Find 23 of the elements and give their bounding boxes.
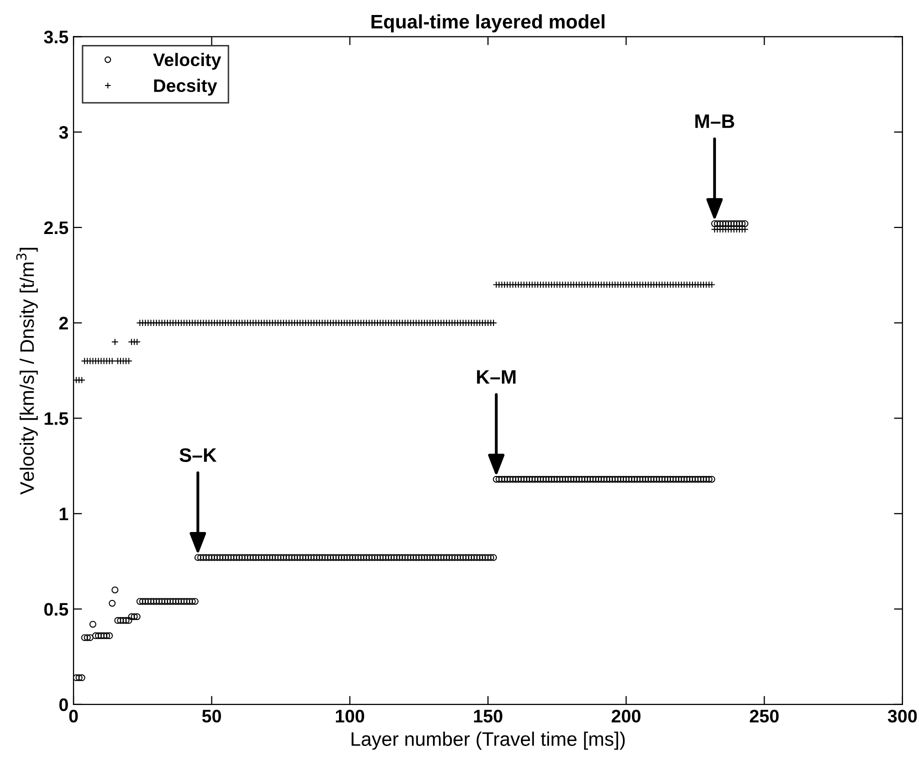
annotation: K–M (477, 370, 516, 384)
x-tick-label: 300 (888, 710, 917, 723)
y-tick-label: 2 (59, 316, 68, 330)
x-axis-title: Layer number (Travel time [ms]) (352, 732, 625, 750)
y-axis-title: Velocity [km/s] / Dnsity [t/m$^{3}$] (16, 248, 38, 495)
y-tick-label: 0 (59, 698, 68, 712)
x-tick-label: 50 (202, 710, 221, 723)
y-tick-label: 3.5 (44, 30, 68, 44)
annotation: S–K (180, 448, 217, 462)
y-tick-label: 1.5 (44, 412, 68, 425)
y-tick-label: 3 (59, 126, 68, 139)
legend-label: Velocity (153, 52, 222, 70)
x-tick-label: 250 (750, 710, 779, 723)
chart-title: Equal-time layered model (372, 14, 604, 32)
text: Decsity (154, 78, 218, 96)
x-tick-label: 0 (69, 710, 78, 723)
x-tick-label: 200 (612, 710, 640, 723)
y-tick-label: 0.5 (44, 602, 68, 616)
y-tick-label: 2.5 (44, 221, 68, 234)
annotation: M–B (695, 114, 734, 128)
x-tick-label: 100 (336, 710, 364, 723)
x-tick-label: 150 (474, 710, 502, 723)
y-tick-label: 1 (60, 508, 68, 520)
